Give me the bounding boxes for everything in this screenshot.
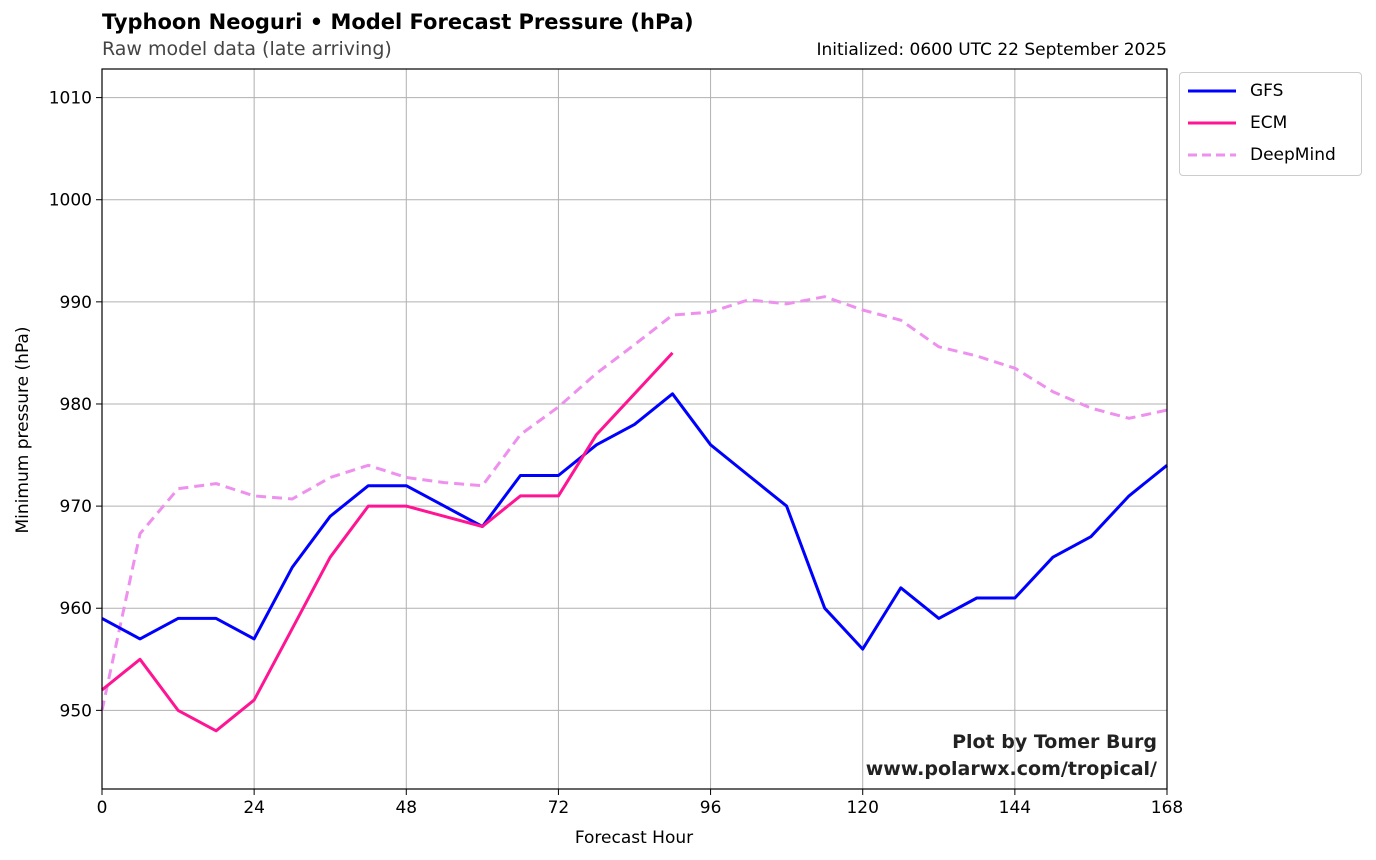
grid-lines [101,69,1168,789]
x-axis-label: Forecast Hour [575,828,693,848]
legend-item-deepmind: DeepMind [1188,142,1336,168]
y-tick-label: 990 [60,293,92,313]
series-line-gfs [101,392,1168,651]
legend-item-gfs: GFS [1188,78,1283,104]
x-tick-label: 72 [548,798,570,818]
legend-label-ecm: ECM [1250,113,1288,133]
y-axis-label: Minimum pressure (hPa) [13,327,33,534]
y-tick-label: 980 [60,395,92,415]
axis-ticks: 0 24 48 72 96 120 144 168 950 960 970 980 990 1000 101… [49,89,1183,818]
legend-swatch-deepmind [1188,153,1236,157]
x-tick-label: 144 [999,798,1031,818]
legend-label-gfs: GFS [1250,81,1284,101]
legend-swatch-gfs [1188,89,1236,93]
chart-legend: GFS ECM DeepMind [1179,72,1362,176]
y-tick-label: 960 [60,599,92,619]
plot-frame [101,68,1168,790]
series-lines [100,295,1168,733]
legend-swatch-ecm [1188,121,1236,125]
y-tick-label: 1010 [49,89,92,109]
series-line-deepmind [100,295,1168,711]
chart-subtitle: Raw model data (late arriving) [102,38,392,60]
legend-item-ecm: ECM [1188,110,1287,136]
credit-author: Plot by Tomer Burg [952,731,1157,753]
chart-title: Typhoon Neoguri • Model Forecast Pressur… [102,10,694,34]
legend-label-deepmind: DeepMind [1250,145,1336,165]
x-tick-label: 24 [243,798,265,818]
x-tick-label: 120 [846,798,878,818]
x-tick-label: 48 [395,798,417,818]
credit-url: www.polarwx.com/tropical/ [865,758,1157,780]
x-tick-label: 96 [700,798,722,818]
y-tick-label: 970 [60,497,92,517]
x-tick-label: 168 [1151,798,1183,818]
y-tick-label: 1000 [49,191,92,211]
x-tick-label: 0 [97,798,108,818]
initialization-label: Initialized: 0600 UTC 22 September 2025 [816,40,1167,60]
y-tick-label: 950 [60,701,92,721]
series-line-ecm [101,351,674,733]
